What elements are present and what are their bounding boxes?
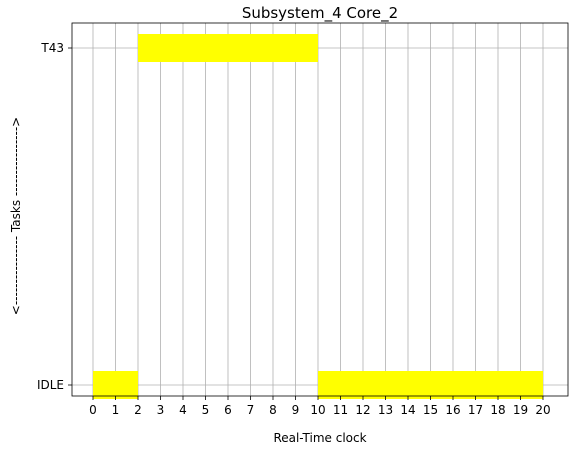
x-tick-label: 7: [247, 403, 255, 417]
x-axis-ticks: 0 1 2 3 4 5 6 7 8 9 10 11 12 13 14 15 16 17 18 19 20: [89, 396, 551, 417]
y-axis-label: <---------------- Tasks ----------------…: [9, 117, 23, 315]
x-tick-label: 8: [269, 403, 277, 417]
x-tick-label: 12: [355, 403, 370, 417]
bar-t43-2-10: [138, 34, 318, 62]
x-tick-label: 6: [224, 403, 232, 417]
bar-idle-0-2: [93, 371, 138, 399]
x-axis-label: Real-Time clock: [273, 431, 366, 445]
x-tick-label: 18: [490, 403, 505, 417]
bar-idle-10-20: [318, 371, 543, 399]
x-tick-label: 10: [310, 403, 325, 417]
x-tick-label: 19: [513, 403, 528, 417]
x-tick-label: 13: [378, 403, 393, 417]
x-tick-label: 17: [468, 403, 483, 417]
x-tick-label: 4: [179, 403, 187, 417]
grid-lines: [72, 23, 568, 396]
x-tick-label: 9: [292, 403, 300, 417]
x-tick-label: 0: [89, 403, 97, 417]
x-tick-label: 3: [157, 403, 165, 417]
chart-title: Subsystem_4 Core_2: [242, 4, 398, 23]
x-tick-label: 14: [400, 403, 415, 417]
x-tick-label: 11: [333, 403, 348, 417]
y-tick-label-idle: IDLE: [37, 378, 64, 392]
x-tick-label: 5: [202, 403, 210, 417]
y-tick-label-t43: T43: [40, 41, 64, 55]
x-tick-label: 15: [423, 403, 438, 417]
x-tick-label: 2: [134, 403, 142, 417]
x-tick-label: 20: [535, 403, 550, 417]
y-axis-ticks: IDLE T43: [37, 41, 72, 392]
task-bars: [93, 34, 543, 399]
x-tick-label: 16: [445, 403, 460, 417]
x-tick-label: 1: [112, 403, 120, 417]
plot-frame: [71, 22, 569, 397]
